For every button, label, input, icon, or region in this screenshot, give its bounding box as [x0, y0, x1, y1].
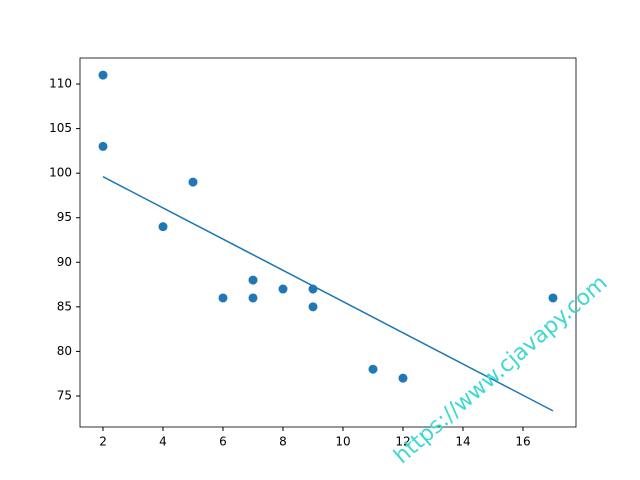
x-tick-label: 4 — [159, 435, 167, 449]
y-tick-label: 85 — [57, 299, 72, 313]
plot-frame — [79, 57, 577, 428]
point — [548, 293, 558, 303]
y-tick-label: 100 — [49, 166, 72, 180]
x-tick-label: 2 — [99, 435, 107, 449]
y-tick-label: 90 — [57, 255, 72, 269]
point — [278, 284, 288, 294]
x-tick-label: 16 — [515, 435, 530, 449]
point — [248, 293, 258, 303]
point — [368, 364, 378, 374]
y-tick-label: 75 — [57, 388, 72, 402]
x-tick-label: 10 — [335, 435, 350, 449]
x-tick-label: 14 — [455, 435, 470, 449]
y-tick-label: 95 — [57, 210, 72, 224]
x-tick-label: 12 — [395, 435, 410, 449]
regression-line — [102, 176, 554, 412]
point — [188, 177, 198, 187]
x-tick-label: 8 — [279, 435, 287, 449]
y-tick-label: 105 — [49, 121, 72, 135]
y-tick-label: 110 — [49, 77, 72, 91]
point — [308, 302, 318, 312]
x-tick-label: 6 — [219, 435, 227, 449]
point — [248, 275, 258, 285]
point — [98, 141, 108, 151]
point — [98, 70, 108, 80]
point — [158, 222, 168, 232]
point — [398, 373, 408, 383]
point — [218, 293, 228, 303]
y-tick-label: 80 — [57, 344, 72, 358]
